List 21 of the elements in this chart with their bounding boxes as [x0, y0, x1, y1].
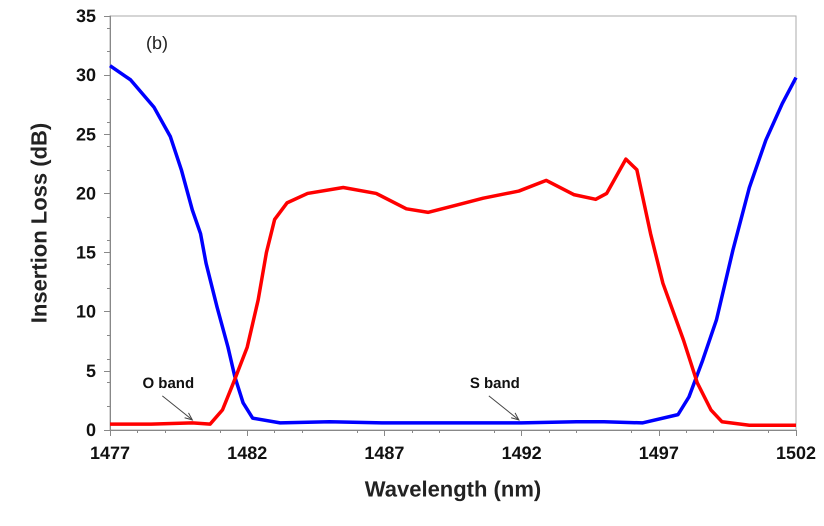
annotation: S band	[470, 374, 520, 392]
x-axis-title: Wavelength (nm)	[364, 476, 542, 502]
x-tick-label: 1482	[227, 443, 268, 463]
annotation: (b)	[146, 33, 168, 53]
line-series	[108, 157, 798, 428]
line-series	[108, 64, 798, 425]
y-tick-label: 30	[76, 65, 96, 86]
x-tick-label: 1492	[502, 443, 542, 463]
x-tick-label: 1487	[364, 443, 404, 463]
y-tick-label: 10	[76, 302, 96, 322]
y-tick-label: 15	[76, 242, 96, 263]
annotation: O band	[142, 374, 194, 392]
y-axis-title: Insertion Loss (dB)	[26, 122, 52, 324]
y-tick-label: 25	[76, 124, 96, 144]
x-tick-label: 1502	[776, 443, 816, 463]
x-tick-label: 1497	[638, 443, 679, 463]
x-tick-label: 1477	[90, 443, 130, 463]
y-tick-label: 20	[76, 183, 96, 204]
y-tick-label: 0	[86, 420, 96, 440]
y-tick-label: 35	[76, 6, 96, 26]
y-tick-label: 5	[86, 360, 96, 381]
